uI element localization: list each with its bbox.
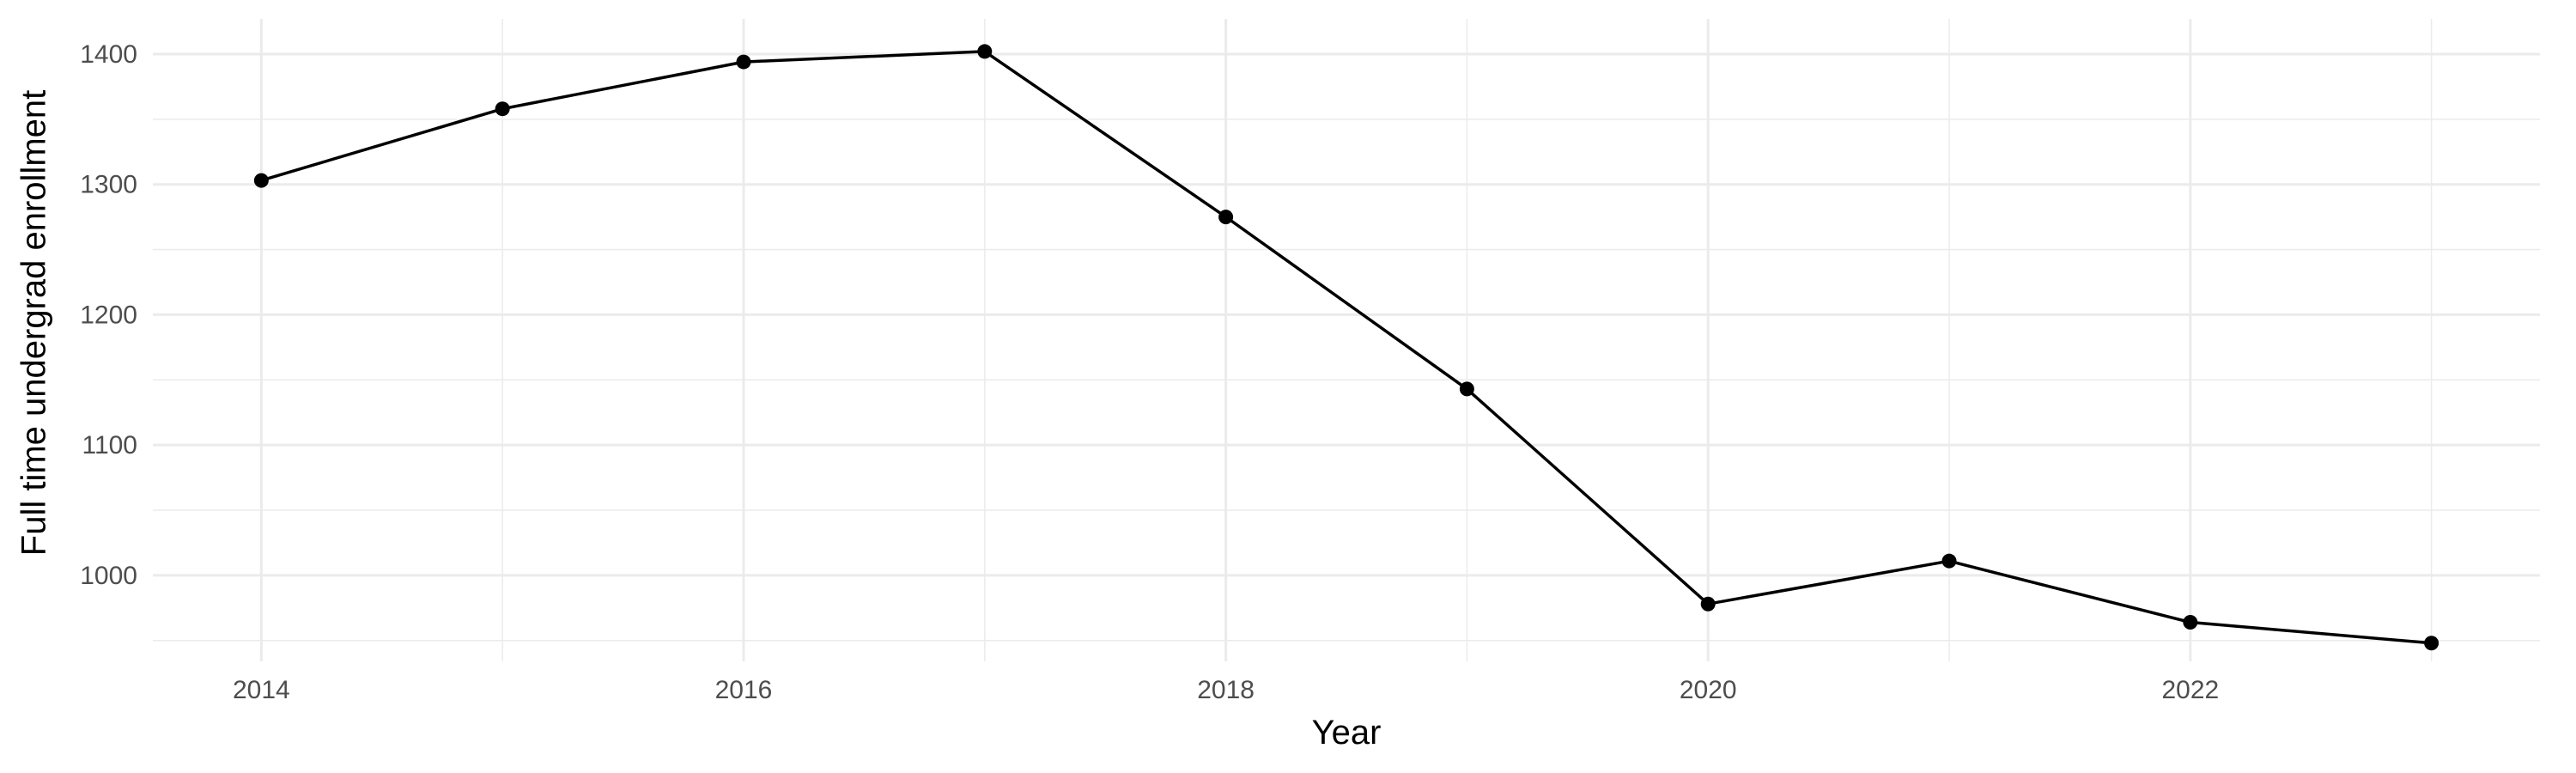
series-layer (253, 44, 2439, 651)
y-tick-label: 1100 (82, 431, 137, 460)
y-tick-label: 1300 (80, 171, 137, 199)
y-tick-labels: 1000 1100 1200 1300 1400 (80, 40, 137, 590)
data-point-2023 (2424, 636, 2439, 651)
y-tick-label: 1200 (80, 301, 137, 329)
x-tick-label: 2022 (2161, 676, 2219, 704)
minor-gridlines (153, 19, 2540, 661)
x-tick-label: 2014 (233, 676, 290, 704)
data-point-2019 (1459, 381, 1474, 397)
y-tick-label: 1000 (80, 562, 137, 590)
data-point-2022 (2183, 614, 2198, 630)
x-tick-label: 2016 (715, 676, 773, 704)
y-axis-title: Full time undergrad enrollment (15, 90, 53, 556)
data-point-2014 (253, 173, 269, 188)
data-point-2015 (495, 101, 510, 117)
data-point-2017 (977, 44, 993, 59)
major-gridlines (153, 19, 2540, 661)
data-point-2020 (1700, 596, 1716, 612)
x-tick-label: 2020 (1680, 676, 1737, 704)
x-tick-labels: 2014 2016 2018 2020 2022 (233, 676, 2219, 704)
enrollment-line (260, 50, 2432, 645)
x-tick-label: 2018 (1197, 676, 1255, 704)
data-point-2021 (1941, 553, 1957, 569)
data-point-2018 (1218, 210, 1234, 225)
data-point-2016 (736, 54, 751, 70)
y-tick-label: 1400 (80, 40, 137, 69)
x-axis-title: Year (1312, 714, 1382, 752)
